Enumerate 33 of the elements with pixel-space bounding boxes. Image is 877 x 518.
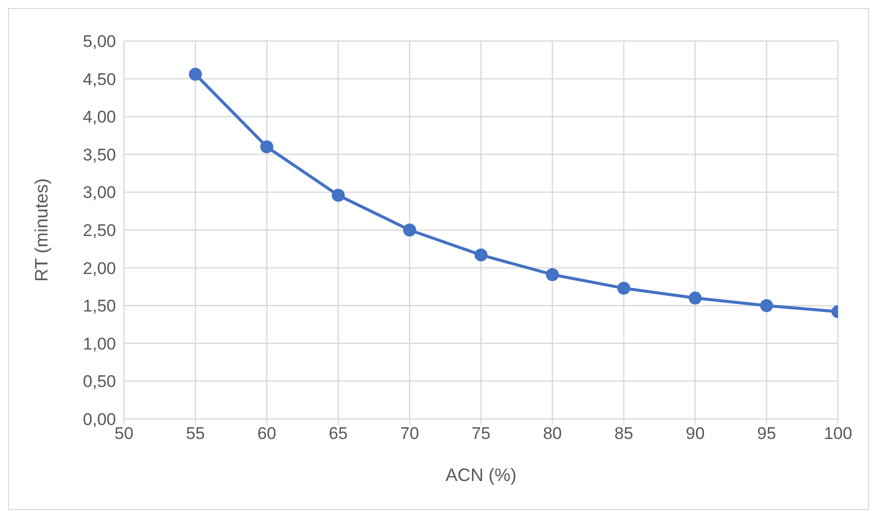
y-tick-label: 2,00 — [82, 258, 116, 278]
point — [546, 268, 559, 282]
point — [760, 299, 774, 312]
y-tick-label: 1,00 — [82, 334, 116, 354]
point — [260, 140, 274, 154]
y-tick-label: 4,50 — [82, 70, 116, 89]
point — [332, 188, 345, 202]
point — [688, 292, 702, 305]
x-tick-label: 80 — [542, 424, 562, 444]
x-tick-label: 50 — [114, 424, 134, 444]
x-tick-label: 65 — [328, 424, 348, 444]
point — [617, 282, 630, 295]
y-tick-label: 0,50 — [82, 372, 116, 392]
y-axis-title: RT (minutes) — [31, 178, 52, 282]
x-tick-label: 75 — [472, 424, 490, 444]
x-tick-label: 85 — [614, 424, 634, 444]
point — [403, 224, 416, 236]
x-tick-label: 55 — [186, 424, 205, 444]
x-axis-title: ACN (%) — [446, 465, 516, 485]
x-tick-label: 95 — [757, 424, 776, 444]
x-tick-label: 90 — [686, 424, 705, 444]
y-tick-label: 3,50 — [82, 145, 116, 164]
y-tick-label: 4,00 — [82, 108, 116, 127]
y-tick-label: 0,00 — [82, 410, 116, 430]
y-tick-label: 1,50 — [82, 296, 116, 316]
x-tick-label: 70 — [400, 424, 420, 444]
y-tick-label: 2,50 — [82, 221, 116, 240]
y-tick-label: 3,00 — [82, 183, 116, 202]
y-tick-label: 5,00 — [82, 32, 116, 52]
x-tick-label: 60 — [257, 424, 276, 444]
x-tick-label: 100 — [824, 424, 852, 444]
point — [474, 248, 488, 262]
point — [188, 68, 202, 81]
